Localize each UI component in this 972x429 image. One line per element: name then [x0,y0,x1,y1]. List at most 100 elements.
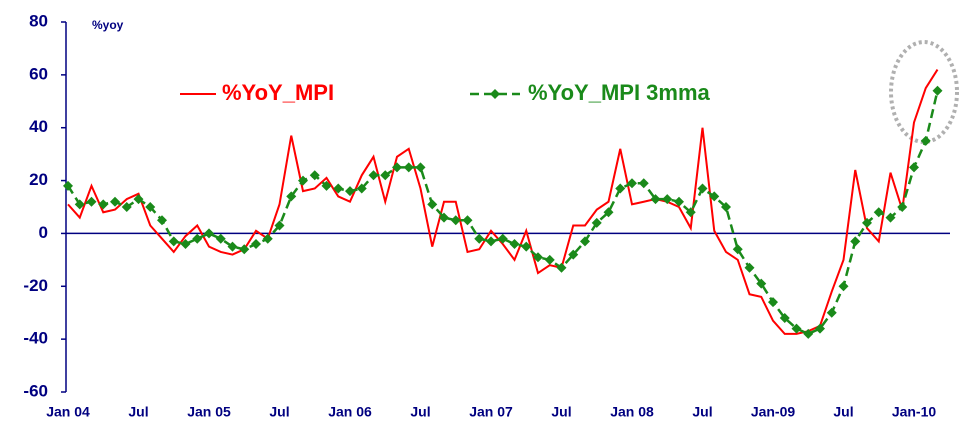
series-marker [121,202,132,212]
series-marker [685,207,696,218]
x-tick-label: Jul [551,404,571,420]
x-tick-label: Jul [128,404,148,420]
series-marker [768,297,778,308]
series-marker [133,194,144,205]
series-marker [486,236,496,247]
series-marker [98,199,109,210]
y-axis-label: %yoy [92,18,124,32]
y-tick-label: 80 [29,11,48,30]
series-marker [450,215,461,226]
series-marker [697,183,708,194]
series-marker [110,196,120,207]
series-marker [239,244,250,255]
series-marker [662,194,673,205]
series-marker [392,162,402,173]
x-tick-label: Jan 05 [187,404,231,420]
series-marker [627,178,637,189]
x-tick-label: Jan 06 [328,404,372,420]
series-marker [638,178,649,189]
x-tick-label: Jul [269,404,289,420]
series-marker [227,241,238,252]
x-tick-label: Jul [410,404,430,420]
series-marker [709,191,720,202]
series-marker [732,244,743,255]
legend-label: %YoY_MPI 3mma [528,80,711,105]
series-marker [74,199,85,210]
y-tick-label: -60 [23,381,48,400]
x-tick-label: Jan 07 [469,404,513,420]
series-marker [791,323,802,334]
series-marker [356,183,367,194]
series-marker [615,183,626,194]
series-marker [192,233,203,244]
series-marker [321,180,332,191]
series-marker [521,241,532,252]
series-marker [580,236,590,247]
series-marker [650,194,661,205]
series-marker [168,236,179,247]
series-marker [533,252,543,263]
series-marker [215,233,226,244]
series-marker [298,175,308,186]
series-marker [497,233,508,244]
series-marker [86,196,97,207]
series-marker [415,162,426,173]
x-tick-label: Jul [833,404,853,420]
y-tick-label: -40 [23,329,48,348]
highlight-ellipse [889,40,959,144]
series-marker [286,191,297,202]
series-marker [439,212,449,223]
series-marker [180,239,191,249]
y-tick-label: 60 [29,64,48,83]
x-tick-label: Jul [692,404,712,420]
series-marker [897,202,908,212]
series-line [66,90,939,336]
series-marker [826,307,837,318]
series-marker [63,180,73,191]
legend-label: %YoY_MPI [222,80,334,105]
x-tick-label: Jan 04 [46,404,90,420]
series-marker [262,233,273,244]
series-marker [427,199,438,210]
legend-marker [490,89,500,99]
series-marker [556,262,567,273]
y-tick-label: 20 [29,170,48,189]
series-marker [885,212,896,223]
series-marker [274,220,285,231]
y-tick-label: 40 [29,117,48,136]
y-tick-label: -20 [23,276,48,295]
series-marker [744,262,755,273]
series-marker [803,328,814,339]
series-marker [815,323,825,334]
series-marker [380,170,391,181]
series-marker [721,202,731,212]
series-marker [779,313,790,323]
series-marker [251,239,261,249]
series-marker [603,207,614,218]
series-marker [568,249,579,260]
series-marker [157,215,167,226]
series-marker [909,162,919,173]
y-tick-label: 0 [39,223,48,242]
series-marker [368,170,379,181]
series-marker [345,186,355,197]
series-marker [403,162,414,173]
x-tick-label: Jan-09 [751,404,796,420]
x-tick-label: Jan-10 [892,404,937,420]
series-marker [756,278,767,289]
series-marker [462,215,473,226]
series-marker [850,236,861,247]
series-marker [309,170,320,181]
series-marker [838,281,849,292]
series-marker [204,228,214,239]
series-marker [509,239,520,249]
series-marker [474,233,485,244]
series-line [67,69,939,335]
series-marker [873,207,884,218]
series-marker [333,183,344,194]
series-marker [591,217,602,228]
series-marker [932,85,943,96]
series-marker [674,196,684,207]
x-tick-label: Jan 08 [610,404,654,420]
